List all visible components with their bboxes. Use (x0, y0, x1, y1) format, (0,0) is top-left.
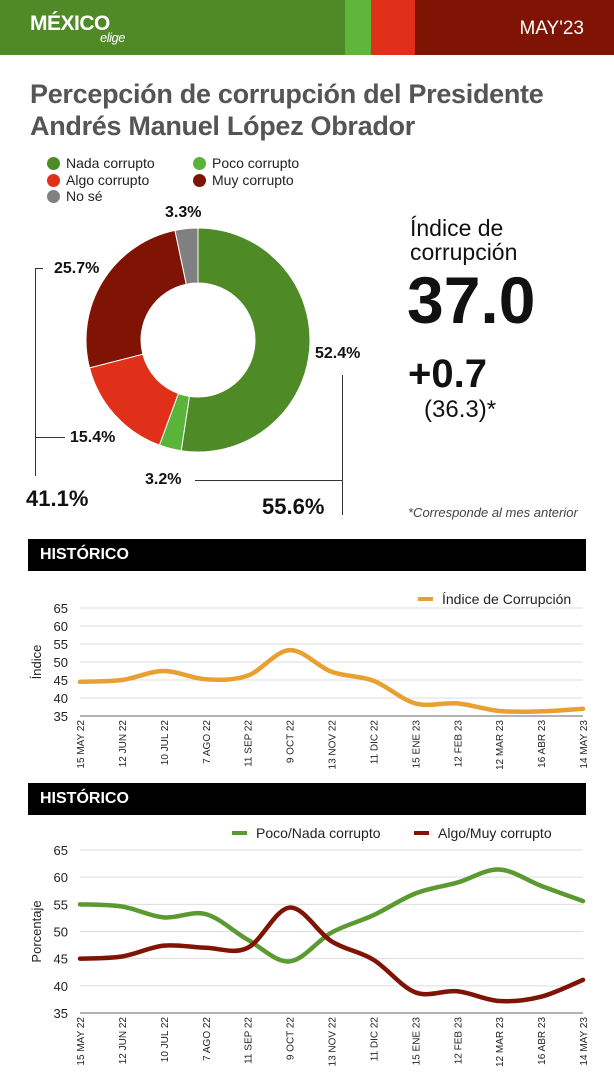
index-previous: (36.3)* (424, 396, 497, 423)
x-tick-label: 11 DIC 22 (369, 1017, 380, 1062)
page-title: Percepción de corrupción del Presidente A… (30, 79, 544, 141)
label-nose: 3.3% (165, 204, 202, 221)
x-tick-label: 7 AGO 22 (202, 720, 213, 764)
y-tick-label: 50 (54, 925, 68, 940)
total-positive: 55.6% (262, 494, 325, 519)
y-tick-label: 40 (54, 979, 68, 994)
y-tick-label: 50 (54, 655, 68, 670)
x-tick-label: 15 MAY 22 (76, 720, 87, 769)
y-tick-label: 65 (54, 601, 68, 616)
x-tick-label: 15 ENE 23 (411, 1017, 422, 1066)
donut-slice-nada (180, 227, 311, 453)
legend-nose: No sé (47, 188, 103, 204)
footnote: *Corresponde al mes anterior (408, 505, 578, 520)
index-line-chart: 35 40 45 50 55 60 65 Índice 15 MAY 22 12 JUN 22 10… (29, 591, 590, 770)
x-tick-label: 12 JUN 22 (118, 1017, 129, 1065)
y-tick-label: 45 (54, 952, 68, 967)
legend-nada: Nada corrupto (47, 155, 155, 171)
x-tick-label: 14 MAY 23 (579, 720, 590, 769)
label-nada: 52.4% (315, 345, 361, 362)
x-tick-label: 7 AGO 22 (202, 1017, 213, 1061)
date-label: MAY'23 (519, 18, 584, 39)
legend-label: Algo/Muy corrupto (438, 825, 552, 841)
total-negative: 41.1% (26, 486, 89, 511)
y-tick-label: 65 (54, 843, 68, 858)
x-tick-label: 12 FEB 23 (453, 1017, 464, 1065)
donut-slice-muy (85, 229, 187, 369)
y-tick-label: 40 (54, 691, 68, 706)
legend-muy: Muy corrupto (193, 172, 294, 188)
donut-slice-nose (174, 227, 199, 285)
header-bar: MÉXICO elige MAY'23 (0, 0, 614, 55)
logo: MÉXICO elige (30, 12, 125, 45)
y-tick-label: 35 (54, 709, 68, 724)
y-tick-label: 55 (54, 897, 68, 912)
legend-label: Índice de Corrupción (442, 591, 571, 607)
section-historico-1: HISTÓRICO (28, 539, 586, 571)
x-tick-label: 11 SEP 22 (244, 1017, 255, 1064)
x-tick-label: 10 JUL 22 (160, 720, 171, 766)
legend-algo: Algo corrupto (47, 172, 149, 188)
perception-line-chart: 35 40 45 50 55 60 65 Porcentaje 15 MAY 22 12 JUN … (29, 825, 590, 1067)
x-tick-label: 15 MAY 22 (76, 1017, 87, 1066)
x-tick-label: 12 FEB 23 (453, 720, 464, 768)
legend-poco: Poco corrupto (193, 155, 299, 171)
x-tick-label: 13 NOV 22 (328, 1017, 339, 1067)
x-tick-label: 9 OCT 22 (286, 1017, 297, 1061)
y-tick-label: 35 (54, 1006, 68, 1021)
y-tick-label: 60 (54, 619, 68, 634)
series-line-1 (77, 647, 586, 715)
x-tick-label: 10 JUL 22 (160, 1017, 171, 1063)
x-tick-label: 11 DIC 22 (369, 720, 380, 765)
y-axis-label: Índice (29, 645, 44, 680)
x-tick-label: 13 NOV 22 (328, 720, 339, 770)
series-line-2 (77, 905, 586, 1004)
label-algo: 15.4% (70, 429, 116, 446)
x-tick-label: 12 JUN 22 (118, 720, 129, 768)
x-tick-label: 12 MAR 23 (495, 720, 506, 770)
label-muy: 25.7% (54, 260, 100, 277)
section-historico-2: HISTÓRICO (28, 783, 586, 815)
x-tick-label: 14 MAY 23 (579, 1017, 590, 1066)
index-change: +0.7 (408, 352, 487, 396)
index-value: 37.0 (407, 263, 536, 337)
x-tick-label: 16 ABR 23 (537, 720, 548, 768)
index-label: Índice de corrupción (410, 215, 518, 265)
y-tick-label: 45 (54, 673, 68, 688)
label-poco: 3.2% (145, 471, 182, 488)
legend-label: Poco/Nada corrupto (256, 825, 381, 841)
x-tick-label: 9 OCT 22 (286, 720, 297, 764)
y-tick-label: 55 (54, 637, 68, 652)
y-axis-label: Porcentaje (29, 900, 44, 962)
x-tick-label: 11 SEP 22 (244, 720, 255, 767)
x-tick-label: 16 ABR 23 (537, 1017, 548, 1065)
y-tick-label: 60 (54, 870, 68, 885)
x-tick-label: 15 ENE 23 (411, 720, 422, 769)
x-tick-label: 12 MAR 23 (495, 1017, 506, 1067)
donut-chart (85, 227, 311, 453)
